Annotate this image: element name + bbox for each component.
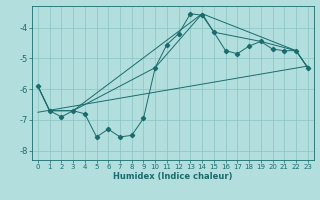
X-axis label: Humidex (Indice chaleur): Humidex (Indice chaleur) bbox=[113, 172, 233, 181]
